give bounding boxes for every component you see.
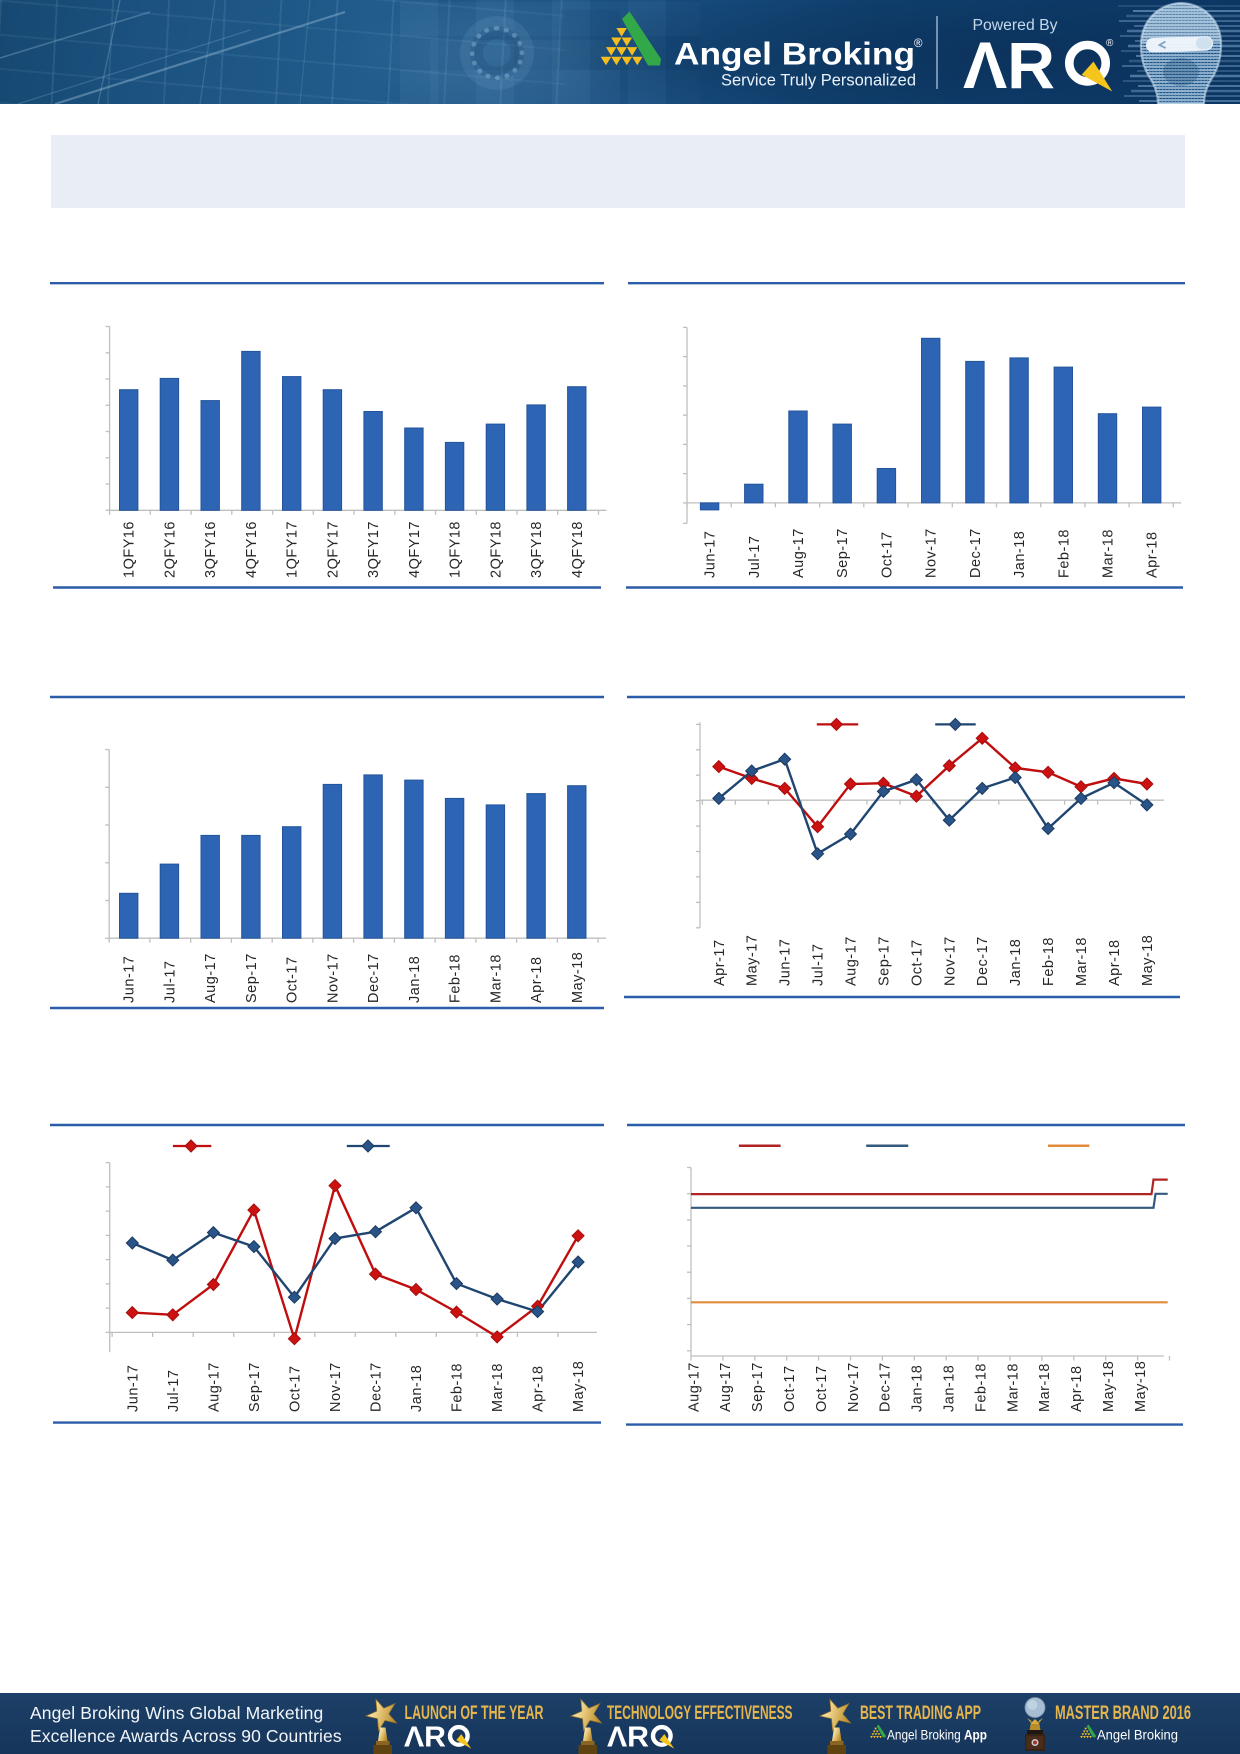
svg-text:May-18: May-18	[570, 952, 586, 1003]
svg-text:Apr-17: Apr-17	[712, 939, 728, 986]
svg-text:Oct-17: Oct-17	[879, 531, 895, 578]
svg-text:BEST TRADING APP: BEST TRADING APP	[860, 1702, 981, 1724]
svg-text:ΛR: ΛR	[607, 1722, 649, 1754]
svg-text:1QFY17: 1QFY17	[285, 521, 301, 578]
svg-text:May-18: May-18	[1140, 935, 1156, 986]
svg-text:Aug-17: Aug-17	[203, 953, 219, 1003]
svg-text:Mar-18: Mar-18	[1037, 1363, 1053, 1412]
svg-text:ΛR: ΛR	[963, 28, 1055, 102]
svg-text:Powered By: Powered By	[973, 17, 1058, 34]
svg-text:Apr-18: Apr-18	[1069, 1365, 1085, 1412]
svg-text:Dec-17: Dec-17	[968, 528, 984, 578]
svg-text:Service Truly Personalized: Service Truly Personalized	[721, 72, 916, 90]
svg-text:Dec-17: Dec-17	[878, 1362, 894, 1412]
svg-text:Apr-18: Apr-18	[531, 1365, 547, 1412]
svg-text:Aug-17: Aug-17	[206, 1362, 222, 1412]
svg-text:Aug-17: Aug-17	[844, 936, 860, 986]
svg-text:Sep-17: Sep-17	[835, 528, 851, 578]
svg-text:4QFY17: 4QFY17	[407, 521, 423, 578]
svg-text:Jul-17: Jul-17	[811, 944, 827, 987]
svg-text:Mar-18: Mar-18	[1101, 529, 1117, 578]
svg-text:Nov-17: Nov-17	[942, 936, 958, 986]
svg-text:Oct-17: Oct-17	[287, 1365, 303, 1412]
svg-text:Oct-17: Oct-17	[909, 939, 925, 986]
svg-text:Sep-17: Sep-17	[876, 936, 892, 986]
svg-text:MASTER BRAND 2016: MASTER BRAND 2016	[1055, 1702, 1191, 1724]
svg-text:Angel Broking: Angel Broking	[1097, 1728, 1178, 1743]
svg-text:Feb-18: Feb-18	[450, 1363, 466, 1412]
svg-text:Dec-17: Dec-17	[369, 1362, 385, 1412]
svg-text:Jul-17: Jul-17	[162, 961, 178, 1004]
svg-text:Nov-17: Nov-17	[325, 953, 341, 1003]
svg-text:Jan-18: Jan-18	[942, 1365, 958, 1412]
svg-text:Sep-17: Sep-17	[247, 1362, 263, 1412]
svg-text:Aug-17: Aug-17	[686, 1362, 702, 1412]
svg-text:Sep-17: Sep-17	[750, 1362, 766, 1412]
svg-text:Mar-18: Mar-18	[490, 1363, 506, 1412]
svg-text:2QFY17: 2QFY17	[325, 521, 341, 578]
svg-text:LAUNCH OF THE YEAR: LAUNCH OF THE YEAR	[405, 1702, 544, 1724]
svg-text:2QFY18: 2QFY18	[488, 521, 504, 578]
svg-text:Aug-17: Aug-17	[791, 528, 807, 578]
svg-text:TECHNOLOGY EFFECTIVENESS: TECHNOLOGY EFFECTIVENESS	[607, 1702, 793, 1724]
svg-text:Feb-18: Feb-18	[973, 1363, 989, 1412]
svg-text:Jan-18: Jan-18	[910, 1365, 926, 1412]
svg-text:Oct-17: Oct-17	[814, 1365, 830, 1412]
svg-text:Jul-17: Jul-17	[747, 536, 763, 579]
svg-text:Feb-18: Feb-18	[448, 954, 464, 1003]
svg-text:1QFY18: 1QFY18	[448, 521, 464, 578]
svg-text:®: ®	[914, 38, 923, 50]
svg-text:Apr-18: Apr-18	[529, 956, 545, 1003]
svg-text:Nov-17: Nov-17	[924, 528, 940, 578]
svg-text:Dec-17: Dec-17	[975, 936, 991, 986]
svg-text:4QFY16: 4QFY16	[244, 521, 260, 578]
svg-text:Feb-18: Feb-18	[1041, 937, 1057, 986]
svg-text:Nov-17: Nov-17	[846, 1362, 862, 1412]
svg-text:Mar-18: Mar-18	[488, 954, 504, 1003]
svg-text:3QFY17: 3QFY17	[366, 521, 382, 578]
svg-text:May-18: May-18	[1101, 1361, 1117, 1412]
svg-text:Jun-17: Jun-17	[122, 956, 138, 1003]
svg-text:Jan-18: Jan-18	[1008, 939, 1024, 986]
svg-text:Nov-17: Nov-17	[328, 1362, 344, 1412]
svg-text:Mar-18: Mar-18	[1005, 1363, 1021, 1412]
svg-text:Dec-17: Dec-17	[366, 953, 382, 1003]
svg-text:Jan-18: Jan-18	[407, 956, 423, 1003]
svg-text:Sep-17: Sep-17	[244, 953, 260, 1003]
svg-text:Aug-17: Aug-17	[718, 1362, 734, 1412]
svg-text:Oct-17: Oct-17	[285, 956, 301, 1003]
svg-text:Jun-17: Jun-17	[778, 939, 794, 986]
svg-text:Oct-17: Oct-17	[782, 1365, 798, 1412]
svg-text:4QFY18: 4QFY18	[570, 521, 586, 578]
svg-text:ΛR: ΛR	[404, 1722, 446, 1754]
svg-text:3QFY16: 3QFY16	[203, 521, 219, 578]
svg-text:1QFY16: 1QFY16	[122, 521, 138, 578]
svg-text:3QFY18: 3QFY18	[529, 521, 545, 578]
svg-text:Jun-17: Jun-17	[703, 531, 719, 578]
svg-text:®: ®	[1106, 38, 1114, 49]
svg-text:Jan-18: Jan-18	[1012, 531, 1028, 578]
svg-text:Angel Broking: Angel Broking	[674, 36, 915, 72]
svg-text:Jan-18: Jan-18	[409, 1365, 425, 1412]
svg-text:May-18: May-18	[571, 1361, 587, 1412]
svg-text:May-18: May-18	[1133, 1361, 1149, 1412]
svg-text:Jul-17: Jul-17	[166, 1370, 182, 1413]
svg-text:Jun-17: Jun-17	[125, 1365, 141, 1412]
svg-text:2QFY16: 2QFY16	[162, 521, 178, 578]
svg-text:Mar-18: Mar-18	[1074, 937, 1090, 986]
svg-text:Apr-18: Apr-18	[1107, 939, 1123, 986]
svg-text:May-17: May-17	[745, 935, 761, 986]
svg-text:Angel Broking App: Angel Broking App	[887, 1728, 987, 1743]
svg-text:Feb-18: Feb-18	[1056, 529, 1072, 578]
svg-text:Apr-18: Apr-18	[1145, 531, 1161, 578]
